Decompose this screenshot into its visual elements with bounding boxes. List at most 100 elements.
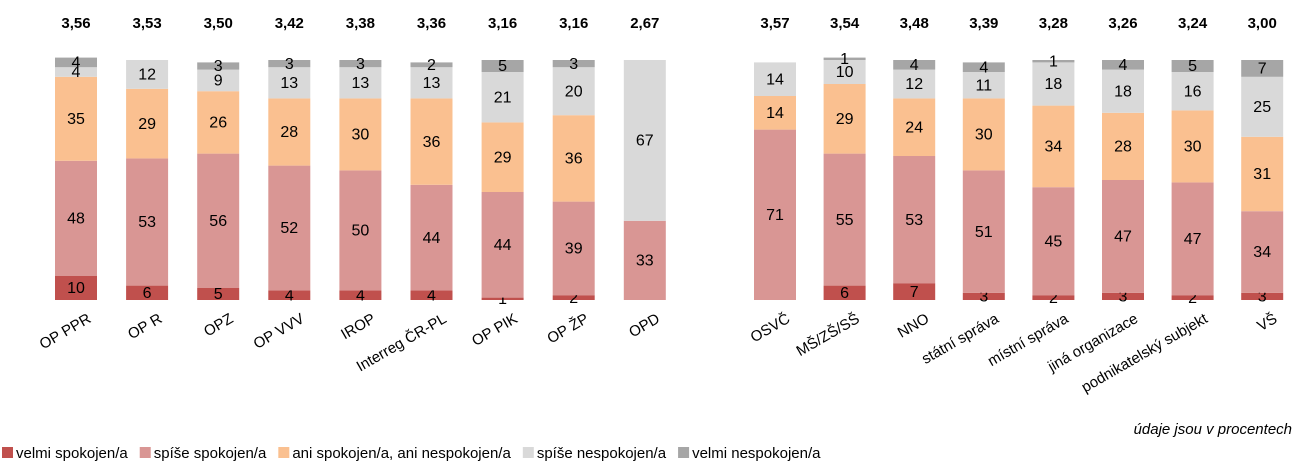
data-label: 13 <box>352 75 370 92</box>
data-label: 5 <box>214 286 223 303</box>
bar-segment <box>623 60 666 221</box>
bar-segment: velmi nespokojen/a <box>893 60 936 70</box>
mean-label: 3,28 <box>1039 15 1068 32</box>
bar-segment: spíše spokojen/a <box>962 170 1005 293</box>
bar-segment <box>481 72 524 123</box>
data-label: 45 <box>1045 233 1063 250</box>
mean-label: 3,57 <box>760 15 789 32</box>
data-label: 21 <box>494 89 512 106</box>
bar-segment: spíše nespokojen/a <box>1241 76 1284 137</box>
data-label: 35 <box>67 111 85 128</box>
data-label: 5 <box>498 58 507 75</box>
x-tick-label: OP ŽP <box>544 310 591 347</box>
bar-segment: velmi nespokojen/a <box>1171 60 1214 72</box>
bar-segment <box>197 91 240 154</box>
mean-label: 3,50 <box>204 15 233 32</box>
bar-segment: spíše spokojen/a <box>823 153 866 286</box>
legend-swatch <box>278 447 290 458</box>
bar-segment: spíše spokojen/a <box>1241 211 1284 293</box>
bar-segment: spíše nespokojen/a <box>1171 72 1214 111</box>
bar-segment: velmi spokojen/a <box>1032 295 1075 300</box>
data-label: 33 <box>636 253 654 270</box>
data-label: 12 <box>138 67 156 84</box>
data-label: 18 <box>1114 83 1132 100</box>
data-label: 3 <box>979 289 988 306</box>
bar-segment: spíše nespokojen/a <box>1102 69 1144 113</box>
legend-swatch <box>678 447 690 458</box>
bar-segment <box>55 57 97 68</box>
data-label: 31 <box>1253 166 1271 183</box>
mean-label: 3,16 <box>559 15 588 32</box>
bar-segment: spíše nespokojen/a <box>893 69 936 99</box>
bar-segment <box>268 290 311 300</box>
bar-segment: spíše spokojen/a <box>1102 180 1144 293</box>
data-label: 20 <box>565 83 583 100</box>
bar-segment: velmi nespokojen/a <box>1102 60 1144 70</box>
bar-segment <box>126 285 169 300</box>
bar-segment: ani spokojen/a, ani nespokojen/a <box>1171 110 1214 183</box>
data-label: 55 <box>836 212 854 229</box>
data-label: 29 <box>494 149 512 166</box>
data-label: 10 <box>836 64 854 81</box>
data-label: 5 <box>1188 58 1197 75</box>
data-label: 2 <box>1188 290 1197 307</box>
bar-segment: spíše nespokojen/a <box>962 72 1005 99</box>
bar-segment <box>126 158 169 286</box>
bar-segment: velmi nespokojen/a <box>962 62 1005 72</box>
data-label: 4 <box>427 287 436 304</box>
bar-segment: spíše spokojen/a <box>754 129 796 300</box>
bar-segment: spíše nespokojen/a <box>754 62 796 96</box>
data-label: 1 <box>1049 53 1058 70</box>
bar-segment: velmi spokojen/a <box>962 292 1005 300</box>
data-label: 25 <box>1253 99 1271 116</box>
bar-segment <box>339 60 382 68</box>
mean-label: 3,26 <box>1108 15 1137 32</box>
data-label: 14 <box>766 71 784 88</box>
data-label: 3 <box>356 56 365 73</box>
data-label: 52 <box>280 220 298 237</box>
bar-segment: velmi spokojen/a <box>893 283 936 300</box>
x-tick-label: OP VVV <box>251 310 308 353</box>
data-label: 47 <box>1114 229 1132 246</box>
x-tick-label: NNO <box>895 310 932 341</box>
mean-label: 3,53 <box>132 15 161 32</box>
legend-label: ani spokojen/a, ani nespokojen/a <box>292 445 511 462</box>
bar-segment <box>410 62 453 68</box>
bar-segment: velmi spokojen/a <box>1171 295 1214 300</box>
data-label: 53 <box>905 212 923 229</box>
legend-label: velmi nespokojen/a <box>692 445 821 462</box>
data-label: 14 <box>766 105 784 122</box>
data-label: 51 <box>975 224 993 241</box>
data-label: 30 <box>975 127 993 144</box>
mean-label: 3,36 <box>417 15 446 32</box>
bar-segment <box>339 290 382 300</box>
bar-segment <box>55 160 97 276</box>
data-label: 7 <box>1258 61 1267 78</box>
bar-segment <box>481 192 524 298</box>
bar-segment <box>197 62 240 70</box>
x-tick-label: MŠ/ZŠ/SŠ <box>793 310 862 360</box>
data-label: 4 <box>1119 57 1128 74</box>
bar-segment <box>197 153 240 288</box>
data-label: 29 <box>138 116 156 133</box>
data-label: 48 <box>67 211 85 228</box>
x-tick-label: VŠ <box>1254 310 1280 335</box>
bar-segment <box>623 220 666 300</box>
bar-segment: ani spokojen/a, ani nespokojen/a <box>1102 112 1144 180</box>
data-label: 24 <box>905 119 923 136</box>
data-label: 29 <box>836 111 854 128</box>
data-label: 39 <box>565 241 583 258</box>
data-label: 3 <box>285 56 294 73</box>
data-label: 6 <box>840 285 849 302</box>
bar-segment: spíše nespokojen/a <box>1032 62 1075 106</box>
mean-label: 3,56 <box>61 15 90 32</box>
bar-segment <box>268 67 311 99</box>
data-label: 28 <box>280 124 298 141</box>
data-label: 1 <box>498 291 507 308</box>
bar-segment <box>55 67 97 77</box>
bar-segment <box>197 288 240 300</box>
data-label: 3 <box>1119 289 1128 306</box>
bar-segment <box>268 60 311 68</box>
x-tick-label: OP PPR <box>37 310 94 353</box>
